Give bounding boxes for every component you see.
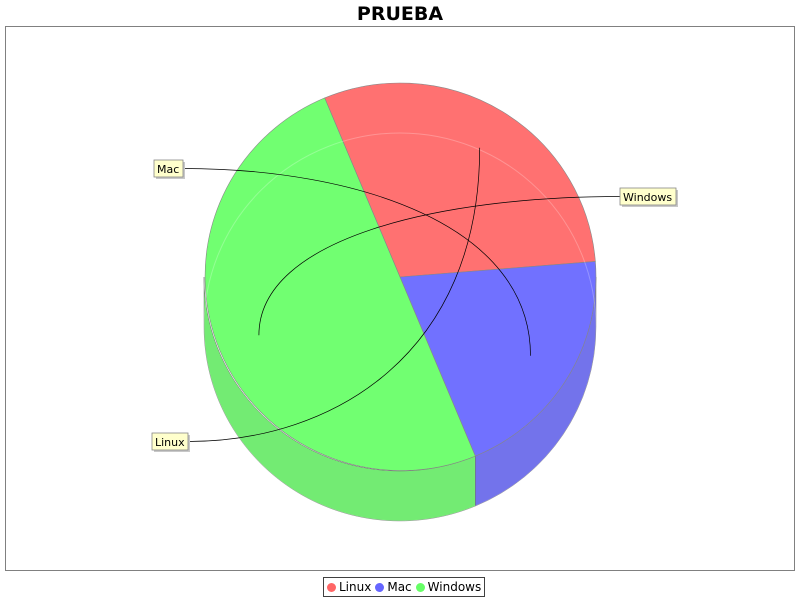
legend-item-linux: Linux: [327, 580, 371, 594]
slice-windows[interactable]: [204, 97, 476, 471]
legend-item-windows: Windows: [415, 580, 482, 594]
legend-item-mac: Mac: [375, 580, 412, 594]
slice-label-linux: Linux: [155, 436, 185, 449]
slice-label-box-windows: [619, 187, 677, 206]
slice-labels: Linux Mac Windows: [151, 147, 678, 452]
slice-side-shade-windows: [204, 277, 476, 521]
legend-label-linux: Linux: [339, 580, 372, 594]
legend-swatch-linux: [327, 582, 336, 592]
leader-line-linux: [187, 147, 481, 442]
slice-label-box-linux: [151, 432, 189, 451]
leader-line-mac: [182, 168, 531, 356]
slice-mac[interactable]: [399, 261, 597, 457]
slice-label-mac: Mac: [157, 163, 179, 176]
leader-line-windows: [258, 196, 621, 336]
slice-label-windows: Windows: [623, 191, 672, 204]
chart-title: PRUEBA: [356, 3, 444, 25]
slice-label-box-mac: [153, 159, 184, 178]
slice-linux[interactable]: [324, 82, 596, 278]
legend-swatch-windows: [415, 582, 425, 592]
slice-side-shade-mac: [475, 277, 596, 507]
pie-top-faces: [204, 82, 597, 471]
slice-side-windows: [203, 276, 476, 522]
legend-label-windows: Windows: [427, 580, 482, 594]
legend-label-mac: Mac: [387, 580, 412, 594]
pie-rim: [203, 132, 597, 522]
legend-swatch-mac: [375, 582, 385, 592]
legend: Linux Mac Windows: [323, 577, 486, 597]
